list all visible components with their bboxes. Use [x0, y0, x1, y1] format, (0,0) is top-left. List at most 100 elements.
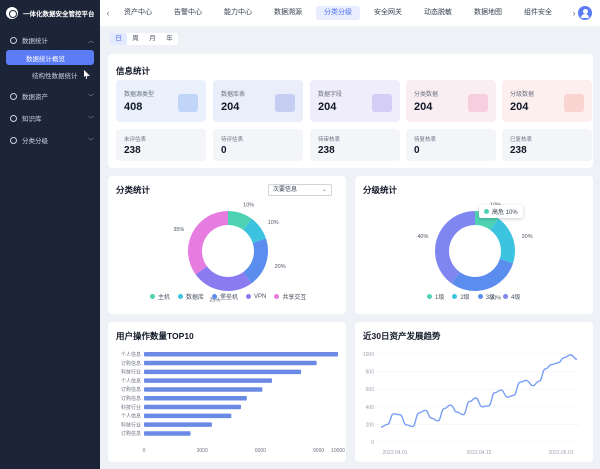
- y-tick-label: 800: [366, 370, 375, 376]
- stat-tile: 数据源类型 408: [116, 80, 206, 122]
- sidebar-group-label: 数据资产: [22, 94, 48, 101]
- grade-slice-3[interactable]: [435, 211, 475, 284]
- stat-value: 204: [221, 101, 240, 113]
- classify-slice-4[interactable]: [188, 211, 228, 275]
- grade-slice-label: 20%: [522, 234, 533, 240]
- legend-item[interactable]: 2级: [452, 292, 470, 301]
- tab-data-map[interactable]: 数据地图: [474, 9, 502, 16]
- bar-7[interactable]: [144, 413, 232, 419]
- bar-3[interactable]: [144, 378, 273, 383]
- review-value: 0: [414, 145, 420, 156]
- legend-item[interactable]: VPN: [246, 292, 266, 301]
- y-tick-label: 200: [366, 422, 375, 428]
- legend-dot: [178, 294, 184, 299]
- legend-item[interactable]: 共享交互: [274, 292, 306, 301]
- tab-alert-center[interactable]: 告警中心: [174, 9, 202, 16]
- database-icon: [10, 92, 17, 100]
- legend-item[interactable]: 1级: [427, 292, 444, 301]
- review-label: 已复核表: [510, 137, 533, 143]
- sidebar-item-label: 数据统计概览: [26, 55, 65, 63]
- tab-component-security[interactable]: 组件安全: [524, 9, 552, 16]
- bar-5[interactable]: [144, 396, 247, 401]
- grade-slice-1[interactable]: [490, 218, 515, 264]
- nav-prev-icon[interactable]: ‹: [106, 8, 110, 18]
- tab-capability-center[interactable]: 能力中心: [224, 9, 252, 16]
- bar-0[interactable]: [144, 352, 338, 357]
- tab-security-gateway[interactable]: 安全网关: [374, 9, 402, 16]
- bar-1[interactable]: [144, 360, 317, 366]
- y-tick-label: 0: [371, 440, 374, 446]
- bar-9[interactable]: [144, 431, 191, 436]
- tab-asset-center[interactable]: 资产中心: [124, 9, 152, 16]
- review-label: 待评估表: [221, 137, 244, 143]
- stat-value: 408: [124, 101, 143, 113]
- legend-item[interactable]: 主机: [150, 292, 170, 301]
- top-nav: ‹ 资产中心 告警中心 能力中心 数据溯源 分类分级 安全网关 动态脱敏 数据地…: [100, 0, 600, 26]
- stat-decor-icon: [372, 94, 392, 112]
- legend-label: 主机: [158, 295, 171, 301]
- classify-slice-1[interactable]: [243, 218, 267, 243]
- card-title: 用户操作数量TOP10: [116, 331, 194, 341]
- bar-category-label: 个人信息: [121, 413, 141, 420]
- layers-icon: [10, 136, 17, 144]
- book-icon: [10, 114, 17, 122]
- card-title: 近30日资产发展趋势: [363, 331, 441, 341]
- chevron-down-icon: ⌄: [321, 187, 327, 193]
- grade-slice-label: 40%: [417, 234, 428, 240]
- bar-4[interactable]: [144, 387, 263, 392]
- bar-6[interactable]: [144, 404, 241, 410]
- legend-label: 数据库: [186, 295, 205, 301]
- classify-slice-label: 25%: [209, 297, 220, 303]
- sidebar-group-knowledge[interactable]: 知识库 ﹀: [0, 110, 100, 126]
- stat-decor-icon: [564, 94, 584, 112]
- classify-slice-3[interactable]: [195, 266, 252, 291]
- bar-category-label: 订购信息: [121, 360, 141, 367]
- legend-item[interactable]: 数据库: [178, 292, 204, 301]
- period-year[interactable]: 年: [166, 35, 173, 42]
- legend-item[interactable]: 堡垒机: [212, 292, 238, 301]
- top10-bar-chart: 个人信息订购信息科技行业个人信息订购信息订购信息科技行业个人信息科技行业订购信息…: [121, 351, 345, 454]
- period-day[interactable]: 日: [110, 33, 127, 45]
- sidebar-item-overview[interactable]: 数据统计概览: [6, 50, 94, 65]
- sidebar-group-stats[interactable]: 数据统计 ︿: [0, 32, 100, 48]
- bar-8[interactable]: [144, 422, 212, 427]
- tab-classification[interactable]: 分类分级: [316, 6, 360, 20]
- bar-category-label: 科技行业: [121, 369, 141, 376]
- bar-2[interactable]: [144, 369, 302, 375]
- review-value: 238: [318, 145, 335, 156]
- brand: 一体化数据安全管控平台: [0, 0, 100, 26]
- tab-data-trace[interactable]: 数据溯源: [274, 9, 302, 16]
- logo-icon: [6, 7, 18, 19]
- period-selector: 日 周 月 年: [110, 33, 178, 45]
- classify-filter-select[interactable]: 次要信息 ⌄: [268, 184, 332, 196]
- top10-card: 用户操作数量TOP10 个人信息 订购信息 科技行业 个人信息 订购信息 订购信息 科技行业…: [108, 322, 346, 462]
- tooltip-dot: [484, 209, 489, 214]
- tab-dynamic-masking[interactable]: 动态脱敏: [424, 9, 452, 16]
- classify-slice-2[interactable]: [243, 238, 268, 284]
- trend-series-line: [380, 354, 578, 428]
- stat-value: 204: [318, 101, 337, 113]
- legend-item[interactable]: 4级: [503, 292, 520, 301]
- app-title: 一体化数据安全管控平台: [23, 11, 95, 18]
- classify-card: 分类统计 10% 10% 20% 25% 35% 主机 数据库 堡垒机 VPN 共享交互: [108, 176, 346, 314]
- nav-next-icon[interactable]: ›: [572, 8, 576, 18]
- stat-decor-icon: [275, 94, 295, 112]
- sidebar-group-classify[interactable]: 分类分级 ﹀: [0, 132, 100, 148]
- user-avatar-icon[interactable]: [578, 6, 592, 20]
- review-stat: 待复核表 0: [406, 129, 496, 161]
- legend-dot: [477, 294, 483, 299]
- legend-item[interactable]: 3级: [477, 292, 495, 301]
- sidebar-group-assets[interactable]: 数据资产 ﹀: [0, 88, 100, 104]
- period-week[interactable]: 周: [132, 35, 139, 42]
- stat-tile: 分级数据 204: [502, 80, 592, 122]
- grade-slice-2[interactable]: [451, 259, 514, 291]
- bar-category-label: 订购信息: [121, 395, 141, 402]
- sidebar-item-structured[interactable]: 结构性数据统计: [6, 67, 94, 82]
- stat-label: 数据字段: [318, 92, 343, 98]
- period-month[interactable]: 月: [149, 35, 156, 42]
- classify-slice-0[interactable]: [228, 211, 252, 230]
- stat-tile: 分类数据 204: [406, 80, 496, 122]
- review-stat: 未评估表 238: [116, 129, 206, 161]
- stat-label: 分类数据: [414, 92, 439, 98]
- stat-tile: 数据字段 204: [310, 80, 400, 122]
